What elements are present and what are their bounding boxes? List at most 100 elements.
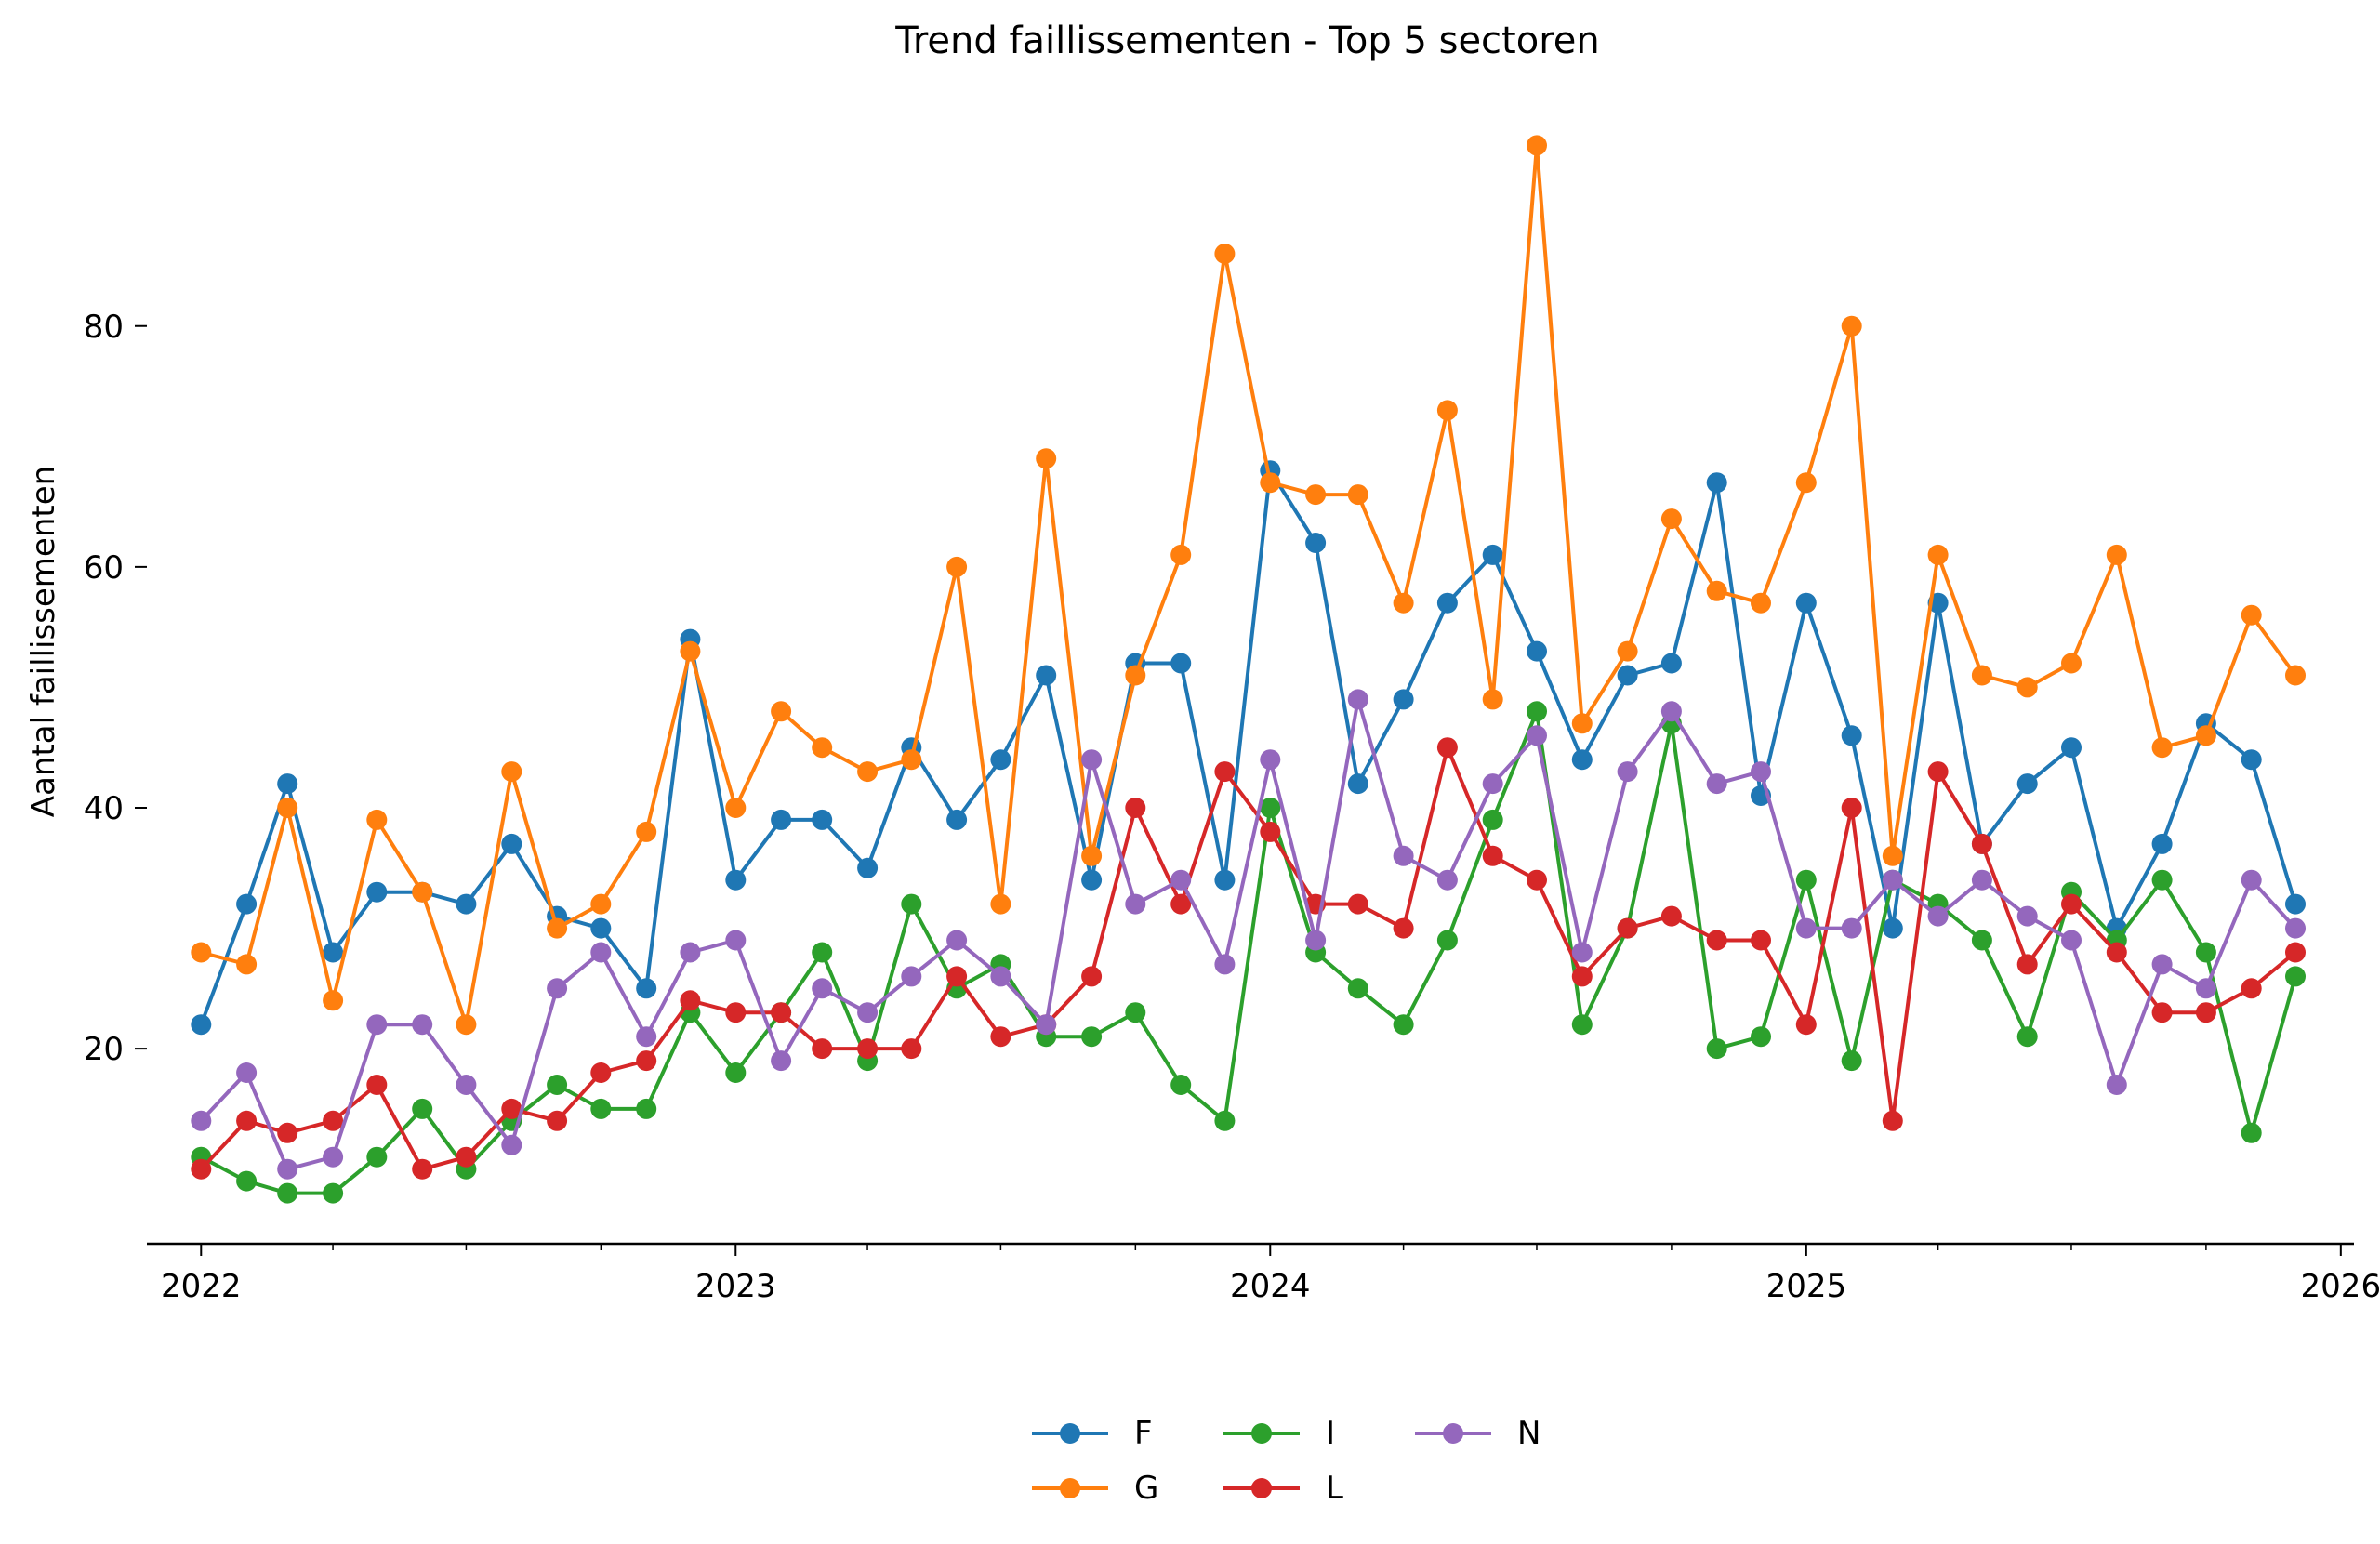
- data-point-G: [547, 917, 568, 939]
- data-point-G: [1036, 448, 1057, 469]
- data-point-I: [277, 1182, 298, 1204]
- data-point-I: [725, 1062, 747, 1083]
- data-point-L: [1971, 833, 1992, 854]
- data-point-I: [2241, 1122, 2262, 1143]
- data-point-F: [1882, 917, 1903, 939]
- data-point-L: [1081, 966, 1103, 987]
- legend-item-N: N: [1415, 1405, 1606, 1460]
- data-point-N: [323, 1146, 344, 1168]
- y-tick-label: 20: [84, 1031, 124, 1068]
- data-point-F: [1170, 653, 1192, 674]
- data-point-L: [1795, 1014, 1817, 1036]
- data-point-N: [2061, 930, 2082, 951]
- data-point-G: [2241, 604, 2262, 626]
- legend-swatch-L: [1223, 1477, 1300, 1498]
- data-point-F: [1617, 665, 1638, 686]
- data-point-G: [771, 701, 792, 722]
- data-point-G: [680, 640, 701, 662]
- data-point-I: [1971, 930, 1992, 951]
- data-point-L: [1527, 869, 1547, 891]
- data-point-G: [1125, 665, 1146, 686]
- data-point-I: [2285, 966, 2306, 987]
- data-point-N: [1527, 725, 1547, 746]
- data-point-N: [501, 1134, 522, 1155]
- data-point-N: [2016, 905, 2038, 927]
- data-point-N: [901, 966, 922, 987]
- data-point-L: [680, 990, 701, 1011]
- data-point-I: [1125, 1002, 1146, 1023]
- data-point-F: [636, 978, 657, 999]
- data-point-L: [1751, 930, 1771, 951]
- data-point-F: [2016, 773, 2038, 795]
- data-point-F: [771, 809, 792, 830]
- data-point-G: [1841, 315, 1862, 337]
- data-point-I: [1214, 1110, 1236, 1131]
- data-point-G: [2195, 725, 2216, 746]
- data-point-I: [1482, 809, 1503, 830]
- data-point-G: [1795, 472, 1817, 494]
- legend-label: N: [1517, 1414, 1541, 1452]
- data-point-L: [636, 1050, 657, 1072]
- data-point-L: [1347, 893, 1368, 915]
- data-point-N: [456, 1075, 477, 1095]
- data-point-I: [1795, 869, 1817, 891]
- axes: 20 40 60 80 2022 2023 2024 2025 2026: [84, 309, 2380, 1305]
- data-point-I: [1527, 701, 1547, 722]
- data-point-N: [590, 942, 612, 963]
- data-point-F: [2285, 893, 2306, 915]
- data-point-L: [277, 1122, 298, 1143]
- data-point-N: [1927, 905, 1949, 927]
- y-tick-label: 80: [84, 309, 124, 346]
- data-point-G: [725, 798, 747, 818]
- data-point-G: [946, 556, 968, 577]
- data-point-L: [236, 1110, 258, 1131]
- data-point-I: [901, 893, 922, 915]
- data-point-N: [1841, 917, 1862, 939]
- data-point-L: [2151, 1002, 2173, 1023]
- data-point-I: [1706, 1038, 1727, 1060]
- legend-item-G: G: [1032, 1460, 1223, 1515]
- data-point-I: [2195, 942, 2216, 963]
- data-point-F: [1660, 653, 1682, 674]
- data-point-G: [1617, 640, 1638, 662]
- legend-label: F: [1134, 1414, 1153, 1452]
- legend-item-I: I: [1223, 1405, 1415, 1460]
- data-point-N: [2151, 954, 2173, 975]
- data-point-L: [1436, 737, 1458, 759]
- series-L: [191, 737, 2306, 1180]
- data-point-G: [2061, 653, 2082, 674]
- data-point-G: [1751, 592, 1771, 614]
- data-point-I: [1170, 1075, 1192, 1095]
- data-point-G: [1260, 472, 1281, 494]
- data-point-N: [2195, 978, 2216, 999]
- data-point-N: [2241, 869, 2262, 891]
- data-point-G: [1214, 244, 1236, 264]
- data-point-N: [1436, 869, 1458, 891]
- data-point-N: [277, 1158, 298, 1180]
- series-G: [191, 135, 2306, 1036]
- data-point-L: [1882, 1110, 1903, 1131]
- chart-title: Trend faillissementen - Top 5 sectoren: [894, 20, 1599, 62]
- data-point-G: [236, 954, 258, 975]
- data-point-F: [1036, 665, 1057, 686]
- data-point-I: [323, 1182, 344, 1204]
- series-line-G: [200, 143, 2297, 1027]
- data-point-L: [1125, 798, 1146, 818]
- data-point-G: [1660, 508, 1682, 530]
- data-point-N: [1617, 761, 1638, 783]
- data-point-G: [277, 798, 298, 818]
- data-point-I: [1081, 1026, 1103, 1048]
- data-point-N: [1305, 930, 1327, 951]
- data-point-F: [590, 917, 612, 939]
- data-point-N: [1036, 1014, 1057, 1036]
- data-point-G: [1527, 135, 1547, 156]
- data-point-F: [366, 881, 388, 903]
- data-point-I: [2016, 1026, 2038, 1048]
- data-point-F: [725, 869, 747, 891]
- data-point-L: [1214, 761, 1236, 783]
- data-point-F: [501, 833, 522, 854]
- data-point-N: [1081, 749, 1103, 771]
- data-point-N: [236, 1062, 258, 1083]
- data-point-F: [2061, 737, 2082, 759]
